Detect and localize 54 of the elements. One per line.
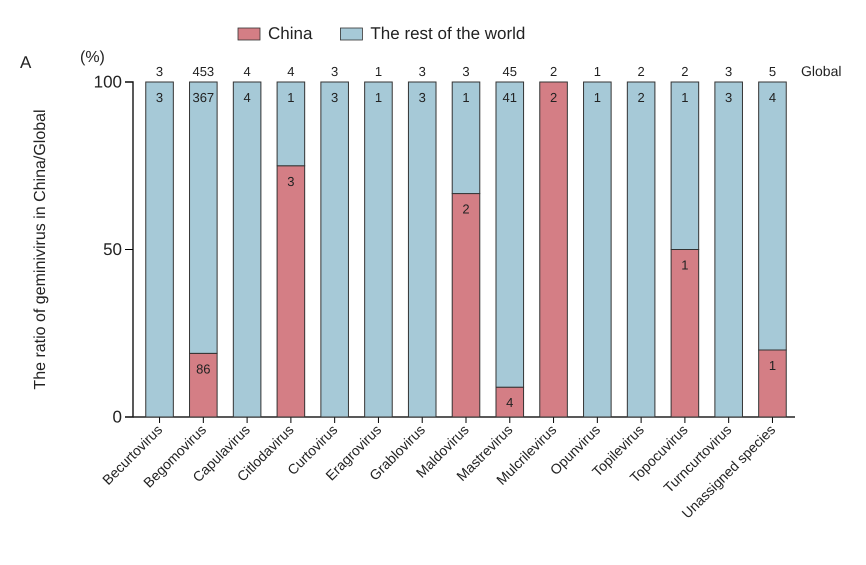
annotation: 4: [243, 90, 251, 105]
annotation: 41: [502, 90, 518, 105]
y-tick-label: 0: [112, 407, 122, 426]
annotation: 3: [418, 64, 426, 79]
annotation: 2: [638, 64, 645, 79]
annotation: 367: [192, 90, 214, 105]
annotation: 4: [506, 395, 514, 410]
annotation: 5: [768, 64, 776, 79]
annotation: 3: [287, 174, 294, 189]
text: A: [20, 53, 32, 72]
annotation: 3: [462, 64, 470, 79]
annotation: 1: [681, 258, 689, 272]
text: (%): [80, 49, 105, 66]
bar: [626, 82, 656, 418]
annotation: 1: [462, 90, 470, 105]
bar: [364, 82, 393, 418]
bar: [408, 82, 437, 418]
annotation: 2: [638, 90, 645, 105]
annotation: 453: [192, 64, 214, 79]
annotation: 2: [681, 64, 689, 79]
bar: [714, 82, 743, 418]
annotation: 2: [550, 90, 558, 105]
legend-label: The rest of the world: [370, 24, 526, 43]
annotation: 4: [768, 90, 776, 105]
annotation: 3: [418, 90, 426, 105]
annotation: 1: [594, 64, 601, 79]
annotation: 3: [331, 64, 338, 79]
annotation: 1: [681, 90, 689, 105]
annotation: 1: [768, 358, 776, 373]
bar: [583, 82, 612, 418]
annotation: 3: [156, 64, 164, 79]
bar: [320, 82, 349, 418]
y-tick-label: 100: [94, 72, 122, 92]
text: Global: [801, 63, 842, 79]
annotation: 45: [502, 64, 518, 79]
bar: [145, 82, 174, 418]
annotation: 1: [374, 64, 382, 79]
annotation: 3: [725, 90, 732, 105]
annotation: 3: [156, 90, 164, 105]
legend-label: China: [268, 24, 313, 43]
annotation: 4: [243, 64, 251, 79]
bar: [232, 82, 262, 418]
annotation: 4: [287, 64, 294, 79]
annotation: 1: [287, 90, 294, 105]
annotation: 2: [462, 202, 470, 217]
annotation: 3: [331, 90, 338, 105]
annotation: 1: [374, 90, 382, 105]
y-axis-title: The ratio of geminivirus in China/Global: [32, 109, 49, 390]
annotation: 1: [594, 90, 601, 105]
annotation: 2: [550, 64, 558, 79]
bar: [539, 82, 568, 418]
y-tick-label: 50: [103, 240, 122, 259]
annotation: 3: [725, 64, 732, 79]
annotation: 86: [196, 361, 211, 376]
